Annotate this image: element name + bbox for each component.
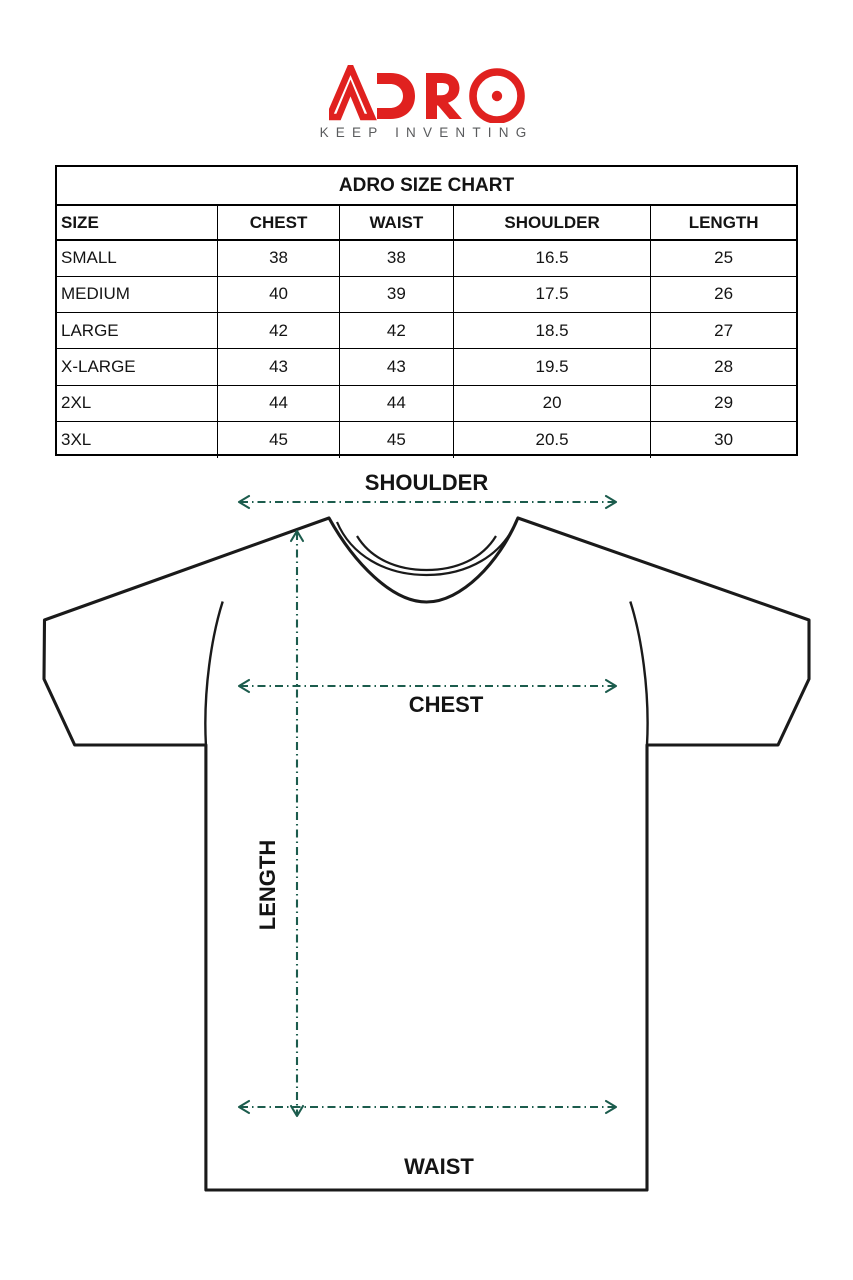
svg-text:CHEST: CHEST <box>409 692 484 717</box>
svg-text:SHOULDER: SHOULDER <box>365 470 489 495</box>
svg-text:LENGTH: LENGTH <box>255 840 280 930</box>
svg-text:WAIST: WAIST <box>404 1154 474 1179</box>
